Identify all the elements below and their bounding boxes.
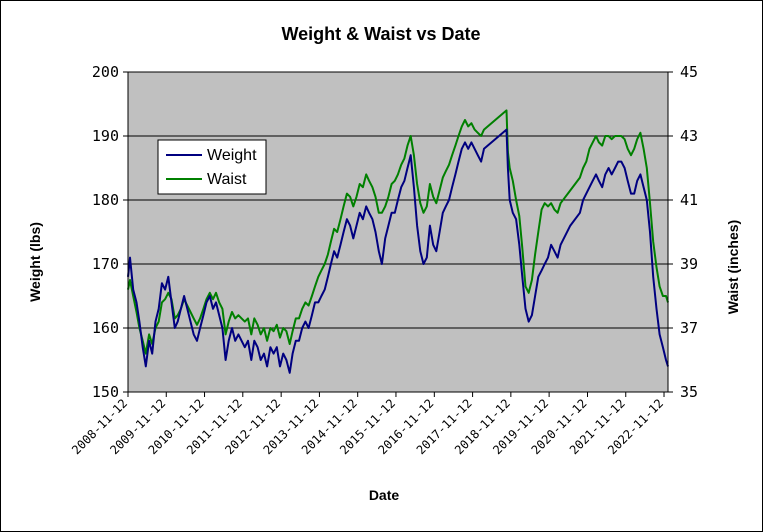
- y2-tick-label-0: 35: [680, 383, 698, 401]
- legend-label-waist: Waist: [207, 171, 247, 188]
- y-tick-label-5: 200: [92, 63, 119, 81]
- legend-label-weight: Weight: [207, 147, 257, 164]
- series-line-weight: [127, 128, 669, 374]
- x-axis-title: Date: [369, 487, 400, 503]
- legend-box: [157, 139, 267, 195]
- y2-tick-label-1: 37: [680, 319, 698, 337]
- y2-axis-ticks: 35 37 39 41 43 45: [667, 63, 698, 401]
- plot-area: [127, 71, 669, 393]
- y-axis-title: Weight (lbs): [27, 222, 43, 302]
- legend: Weight Waist: [157, 139, 267, 195]
- y2-tick-label-5: 45: [680, 63, 698, 81]
- series-line-waist: [127, 109, 669, 355]
- y2-axis-title: Waist (inches): [725, 220, 741, 314]
- y-tick-label-1: 160: [92, 319, 119, 337]
- y2-tick-label-4: 43: [680, 127, 698, 145]
- y-axis-ticks: 150 160 170 180 190 200: [92, 63, 129, 401]
- series-layer: [127, 109, 669, 374]
- y-tick-label-0: 150: [92, 383, 119, 401]
- y2-tick-label-2: 39: [680, 255, 698, 273]
- y-tick-label-3: 180: [92, 191, 119, 209]
- chart-title: Weight & Waist vs Date: [281, 24, 480, 44]
- gridlines: [128, 71, 668, 329]
- x-axis-ticks: 2008-11-122009-11-122010-11-122011-11-12…: [69, 391, 668, 457]
- y-tick-label-2: 170: [92, 255, 119, 273]
- y-tick-label-4: 190: [92, 127, 119, 145]
- y2-tick-label-3: 41: [680, 191, 698, 209]
